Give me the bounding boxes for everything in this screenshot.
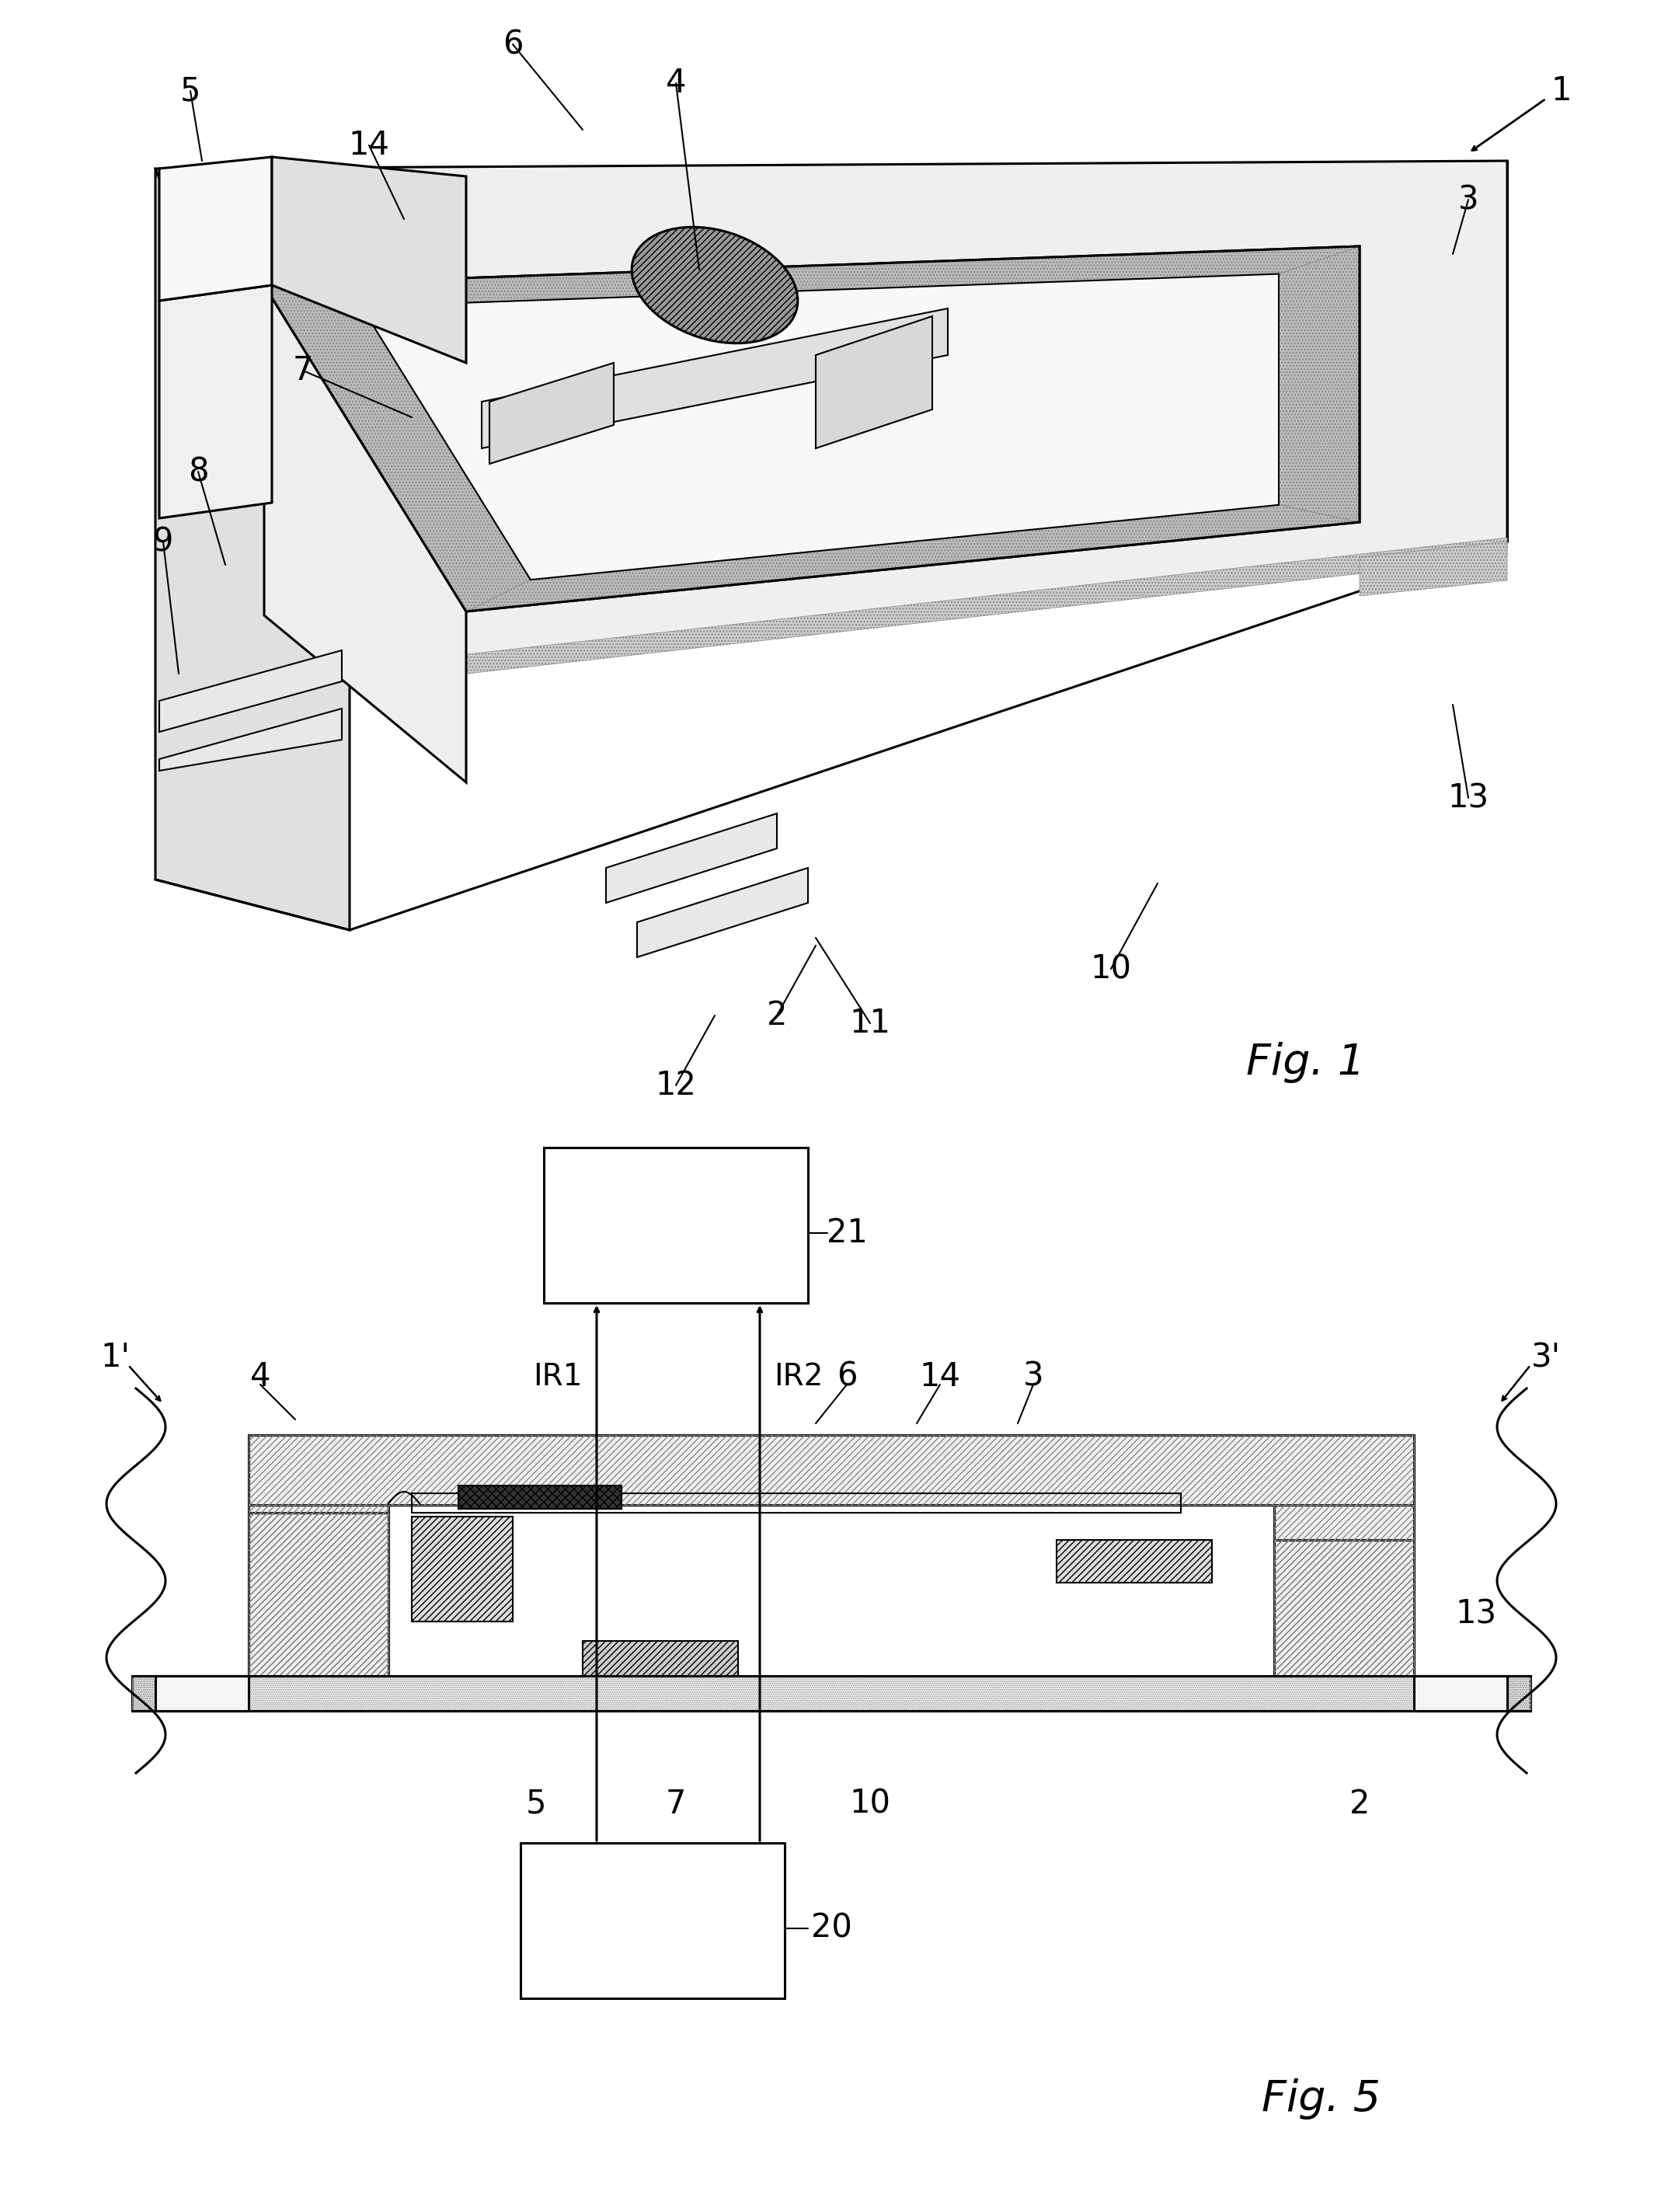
Text: source: source bbox=[595, 1927, 709, 1960]
Polygon shape bbox=[159, 157, 272, 301]
Polygon shape bbox=[264, 285, 467, 611]
Polygon shape bbox=[1360, 542, 1507, 595]
Text: Light: Light bbox=[633, 1190, 719, 1223]
Text: 10: 10 bbox=[1090, 953, 1131, 984]
Text: IR1: IR1 bbox=[533, 1363, 583, 1391]
Polygon shape bbox=[249, 1436, 1414, 1504]
Text: 8: 8 bbox=[188, 456, 208, 489]
Text: 1': 1' bbox=[100, 1340, 130, 1374]
Text: 20: 20 bbox=[811, 1911, 852, 1944]
Polygon shape bbox=[816, 316, 932, 449]
Text: 1: 1 bbox=[1551, 75, 1571, 106]
Polygon shape bbox=[156, 1677, 249, 1710]
Text: 14: 14 bbox=[349, 128, 390, 161]
Text: sensor: sensor bbox=[618, 1232, 733, 1265]
Polygon shape bbox=[520, 1843, 784, 1997]
Text: 3': 3' bbox=[1531, 1340, 1561, 1374]
Text: 11: 11 bbox=[849, 1006, 890, 1040]
Polygon shape bbox=[159, 708, 342, 770]
Polygon shape bbox=[638, 867, 807, 958]
Polygon shape bbox=[389, 1504, 1274, 1677]
Text: Fig. 1: Fig. 1 bbox=[1246, 1042, 1365, 1082]
Text: 2: 2 bbox=[767, 1000, 787, 1031]
Text: 4: 4 bbox=[249, 1360, 271, 1394]
Text: 3: 3 bbox=[1023, 1360, 1043, 1394]
Text: 2: 2 bbox=[1349, 1787, 1370, 1820]
Text: 12: 12 bbox=[656, 1068, 696, 1102]
Ellipse shape bbox=[631, 228, 797, 343]
Text: 14: 14 bbox=[920, 1360, 960, 1394]
Polygon shape bbox=[606, 814, 777, 902]
Polygon shape bbox=[362, 274, 1279, 580]
Polygon shape bbox=[349, 538, 1507, 688]
Polygon shape bbox=[272, 157, 467, 363]
Text: 7: 7 bbox=[292, 354, 314, 387]
Polygon shape bbox=[1414, 1677, 1530, 1710]
Polygon shape bbox=[1274, 1540, 1414, 1677]
Text: 6: 6 bbox=[837, 1360, 857, 1394]
Polygon shape bbox=[133, 1677, 249, 1710]
Polygon shape bbox=[467, 504, 1360, 611]
Polygon shape bbox=[159, 285, 272, 518]
Polygon shape bbox=[1414, 1677, 1507, 1710]
Text: 4: 4 bbox=[666, 66, 686, 100]
Text: 6: 6 bbox=[503, 29, 523, 60]
Text: 13: 13 bbox=[1455, 1597, 1497, 1630]
Text: 21: 21 bbox=[826, 1217, 867, 1250]
Polygon shape bbox=[264, 285, 467, 783]
Polygon shape bbox=[1279, 246, 1360, 522]
Polygon shape bbox=[133, 1677, 1530, 1710]
Polygon shape bbox=[264, 246, 1360, 307]
Polygon shape bbox=[412, 1517, 513, 1621]
Polygon shape bbox=[482, 307, 948, 449]
Polygon shape bbox=[159, 650, 342, 732]
Polygon shape bbox=[583, 1641, 737, 1677]
Polygon shape bbox=[133, 1389, 249, 1774]
Text: 9: 9 bbox=[153, 524, 173, 557]
Text: IR2: IR2 bbox=[774, 1363, 824, 1391]
Polygon shape bbox=[264, 285, 530, 611]
Polygon shape bbox=[1056, 1540, 1213, 1582]
Polygon shape bbox=[156, 161, 1507, 675]
Text: Fig. 5: Fig. 5 bbox=[1261, 2079, 1380, 2119]
Text: 7: 7 bbox=[666, 1787, 686, 1820]
Polygon shape bbox=[264, 246, 1360, 611]
Text: 13: 13 bbox=[1448, 781, 1488, 814]
Text: 5: 5 bbox=[179, 75, 201, 106]
Polygon shape bbox=[249, 1504, 389, 1677]
Text: 3: 3 bbox=[1458, 184, 1478, 217]
Polygon shape bbox=[458, 1486, 621, 1509]
Text: 10: 10 bbox=[849, 1787, 890, 1820]
Text: 5: 5 bbox=[527, 1787, 546, 1820]
Polygon shape bbox=[156, 168, 349, 929]
Polygon shape bbox=[490, 363, 615, 465]
Polygon shape bbox=[1274, 1504, 1414, 1677]
Text: Light: Light bbox=[610, 1885, 696, 1918]
Polygon shape bbox=[543, 1148, 807, 1303]
Polygon shape bbox=[249, 1513, 389, 1677]
